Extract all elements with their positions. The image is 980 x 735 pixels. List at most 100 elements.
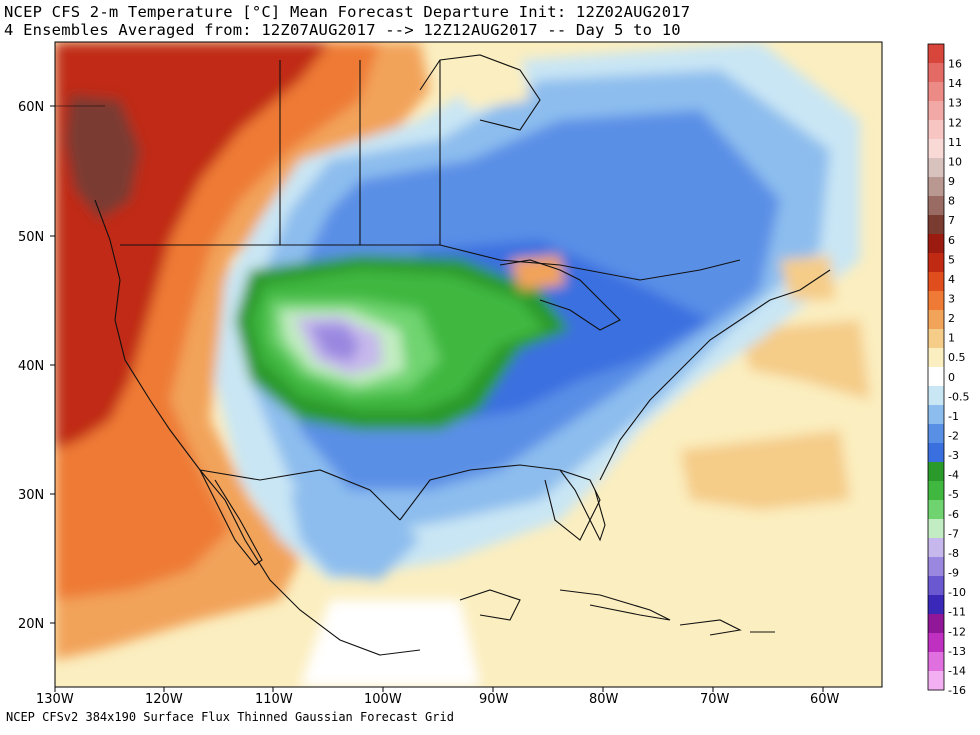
colorbar-label: 0 bbox=[948, 371, 955, 384]
colorbar-swatch bbox=[928, 576, 944, 596]
colorbar-swatch bbox=[928, 82, 944, 102]
colorbar-label: -11 bbox=[948, 606, 966, 619]
colorbar-label: 6 bbox=[948, 234, 955, 247]
lon-label: 120W bbox=[145, 692, 183, 707]
colorbar-swatch bbox=[928, 443, 944, 463]
colorbar-label: -4 bbox=[948, 469, 959, 482]
lon-label: 60W bbox=[810, 692, 840, 707]
colorbar-label: -0.5 bbox=[948, 390, 969, 403]
colorbar-swatch bbox=[928, 405, 944, 425]
purple-mid-core bbox=[310, 325, 360, 362]
colorbar-frame bbox=[927, 43, 945, 691]
colorbar-label: -14 bbox=[948, 664, 966, 677]
lat-label: 30N bbox=[18, 488, 44, 503]
colorbar-swatch bbox=[928, 177, 944, 197]
caribbean-neutral bbox=[470, 580, 760, 687]
colorbar-label: 1 bbox=[948, 332, 955, 345]
colorbar-swatch bbox=[928, 139, 944, 159]
colorbar-swatch bbox=[928, 519, 944, 539]
warm-gulf-patch bbox=[680, 430, 850, 510]
colorbar-label: 8 bbox=[948, 195, 955, 208]
warm-atlantic-patch bbox=[740, 320, 870, 400]
colorbar-swatch bbox=[928, 633, 944, 653]
yucatan bbox=[459, 589, 521, 621]
florida bbox=[559, 469, 606, 542]
colorbar-swatch bbox=[928, 329, 944, 349]
colorbar-swatch bbox=[928, 158, 944, 178]
colorbar-label: -10 bbox=[948, 586, 966, 599]
us-mexico-border bbox=[199, 469, 401, 521]
colorbar-label: 2 bbox=[948, 312, 955, 325]
colorbar-swatch bbox=[928, 538, 944, 558]
lat-label: 40N bbox=[18, 359, 44, 374]
colorbar-label: -6 bbox=[948, 508, 959, 521]
colorbar-label: -12 bbox=[948, 625, 966, 638]
lon-label: 70W bbox=[700, 692, 730, 707]
cuba bbox=[559, 589, 671, 621]
colorbar-label: 5 bbox=[948, 253, 955, 266]
latitude-axis: 60N 50N 40N 30N 20N bbox=[18, 100, 55, 632]
warm-west-dark bbox=[65, 95, 140, 220]
chart-subtitle: 4 Ensembles Averaged from: 12Z07AUG2017 … bbox=[4, 21, 681, 39]
hispaniola bbox=[679, 619, 742, 636]
colorbar-label: 13 bbox=[948, 97, 962, 110]
lon-label: 110W bbox=[255, 692, 293, 707]
colorbar-label: -3 bbox=[948, 449, 959, 462]
colorbar-label: 11 bbox=[948, 136, 962, 149]
labrador-warm bbox=[780, 255, 835, 300]
gulf-coast bbox=[399, 464, 601, 541]
colorbar-swatch bbox=[928, 253, 944, 273]
colorbar-swatch bbox=[928, 462, 944, 482]
mexico-cool-strip bbox=[290, 490, 420, 580]
colorbar-swatch bbox=[928, 120, 944, 140]
lat-label: 60N bbox=[18, 100, 44, 115]
colorbar-label: -2 bbox=[948, 430, 959, 443]
colorbar-label: -8 bbox=[948, 547, 959, 560]
chart-title: NCEP CFS 2-m Temperature [°C] Mean Forec… bbox=[4, 3, 691, 21]
colorbar-swatch bbox=[928, 671, 944, 691]
coastlines bbox=[94, 54, 831, 656]
colorbar-label: -1 bbox=[948, 410, 959, 423]
colorbar-label: 9 bbox=[948, 175, 955, 188]
colorbar-swatch bbox=[928, 272, 944, 292]
colorbar-swatch bbox=[928, 63, 944, 83]
colorbar-label: 14 bbox=[948, 77, 962, 90]
colorbar-swatch bbox=[928, 215, 944, 235]
colorbar-swatch bbox=[928, 348, 944, 368]
mexico-neutral bbox=[300, 600, 480, 687]
colorbar-swatch bbox=[928, 500, 944, 520]
colorbar-swatch bbox=[928, 291, 944, 311]
colorbar: 16 14 13 12 11 10 9 8 7 6 5 4 3 2 1 0.5 0 -0.5 -1 -2 -3 -4 -5 -… bbox=[927, 43, 969, 697]
colorbar-label: -16 bbox=[948, 684, 966, 697]
colorbar-swatch bbox=[928, 234, 944, 254]
colorbar-label: 16 bbox=[948, 58, 962, 71]
baja-peninsula bbox=[199, 469, 263, 566]
canada-provinces bbox=[279, 60, 441, 245]
colorbar-label: 7 bbox=[948, 214, 955, 227]
colorbar-swatch bbox=[928, 101, 944, 121]
longitude-axis: 130W 120W 110W 100W 90W 80W 70W 60W bbox=[36, 687, 840, 707]
lat-label: 20N bbox=[18, 617, 44, 632]
colorbar-swatch bbox=[928, 557, 944, 577]
colorbar-swatch bbox=[928, 652, 944, 672]
colorbar-label: -13 bbox=[948, 645, 966, 658]
colorbar-label: 12 bbox=[948, 116, 962, 129]
colorbar-label: 4 bbox=[948, 273, 955, 286]
colorbar-swatch bbox=[928, 310, 944, 330]
greatlakes-warm bbox=[510, 255, 565, 290]
colorbar-swatch bbox=[928, 367, 944, 387]
colorbar-swatch bbox=[928, 595, 944, 615]
lat-label: 50N bbox=[18, 230, 44, 245]
lon-label: 130W bbox=[36, 692, 74, 707]
colorbar-swatch bbox=[928, 481, 944, 501]
colorbar-swatch bbox=[928, 196, 944, 216]
colorbar-label: -9 bbox=[948, 567, 959, 580]
lon-label: 80W bbox=[589, 692, 619, 707]
colorbar-label: -7 bbox=[948, 527, 959, 540]
colorbar-swatch bbox=[928, 44, 944, 64]
lon-label: 100W bbox=[364, 692, 402, 707]
colorbar-swatch bbox=[928, 386, 944, 406]
atlantic-coast bbox=[599, 269, 831, 481]
colorbar-label: 3 bbox=[948, 292, 955, 305]
